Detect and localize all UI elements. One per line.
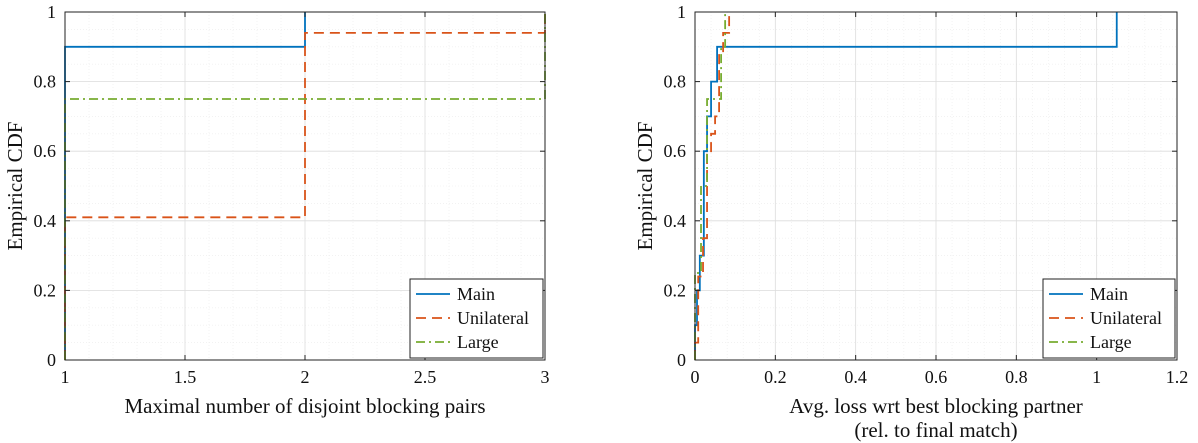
x-axis-label: Avg. loss wrt best blocking partner bbox=[789, 394, 1083, 418]
x-tick-label: 2.5 bbox=[414, 367, 437, 387]
y-tick-label: 0 bbox=[677, 350, 686, 370]
x-tick-label: 2 bbox=[301, 367, 310, 387]
x-tick-label: 0.8 bbox=[1005, 367, 1028, 387]
x-axis-label-line2: (rel. to final match) bbox=[854, 418, 1017, 442]
x-axis-label: Maximal number of disjoint blocking pair… bbox=[124, 394, 485, 418]
y-tick-label: 0.8 bbox=[34, 72, 57, 92]
y-tick-label: 0.2 bbox=[34, 280, 57, 300]
x-tick-label: 1.5 bbox=[174, 367, 197, 387]
y-tick-label: 0.6 bbox=[664, 141, 687, 161]
series-line-main bbox=[694, 12, 1118, 360]
y-axis-label: Empirical CDF bbox=[633, 122, 657, 251]
legend: Main Unilateral Large bbox=[409, 278, 544, 359]
x-tick-label: 1.2 bbox=[1166, 367, 1189, 387]
legend: Main Unilateral Large bbox=[1042, 278, 1176, 359]
x-tick-label: 0.2 bbox=[764, 367, 787, 387]
legend-label-unilateral: Unilateral bbox=[1090, 308, 1162, 328]
legend-label-large: Large bbox=[1090, 332, 1132, 352]
legend-label-main: Main bbox=[1090, 284, 1128, 304]
y-tick-label: 1 bbox=[677, 2, 686, 22]
x-tick-label: 0.4 bbox=[844, 367, 867, 387]
x-tick-label: 0.6 bbox=[925, 367, 948, 387]
y-tick-label: 1 bbox=[47, 2, 56, 22]
y-tick-label: 0 bbox=[47, 350, 56, 370]
x-tick-label: 1 bbox=[61, 367, 70, 387]
legend-label-main: Main bbox=[457, 284, 495, 304]
chart-panel-2: 0 0.2 0.4 0.6 0.8 1 1.2 0 0.2 0.4 0.6 0.8 1 Avg. loss… bbox=[633, 2, 1188, 442]
x-tick-label: 3 bbox=[541, 367, 550, 387]
series-line-unilateral bbox=[694, 12, 731, 360]
y-tick-label: 0.4 bbox=[664, 211, 687, 231]
y-tick-label: 0.8 bbox=[664, 72, 687, 92]
x-tick-label: 0 bbox=[691, 367, 700, 387]
y-tick-label: 0.2 bbox=[664, 280, 687, 300]
y-tick-label: 0.6 bbox=[34, 141, 57, 161]
series-line-large bbox=[694, 12, 727, 360]
legend-label-large: Large bbox=[457, 332, 499, 352]
legend-label-unilateral: Unilateral bbox=[457, 308, 529, 328]
chart-panel-1: 1 1.5 2 2.5 3 0 0.2 0.4 0.6 0.8 1 Maximal number of… bbox=[3, 2, 550, 418]
y-tick-label: 0.4 bbox=[34, 211, 57, 231]
x-tick-label: 1 bbox=[1092, 367, 1101, 387]
y-axis-label: Empirical CDF bbox=[3, 122, 27, 251]
